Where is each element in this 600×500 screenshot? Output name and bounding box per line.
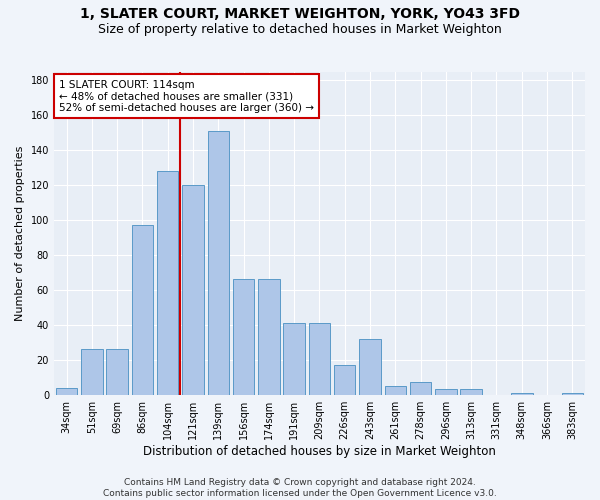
Bar (106, 350, 128, 395)
Bar (157, 171, 178, 394)
Bar (283, 323, 305, 394)
Bar (562, 393, 583, 394)
Bar (460, 390, 482, 394)
Y-axis label: Number of detached properties: Number of detached properties (15, 146, 25, 321)
Bar (258, 280, 280, 394)
Bar (435, 390, 457, 394)
Text: 1 SLATER COURT: 114sqm
← 48% of detached houses are smaller (331)
52% of semi-de: 1 SLATER COURT: 114sqm ← 48% of detached… (59, 80, 314, 113)
Bar (182, 185, 204, 394)
Text: 1, SLATER COURT, MARKET WEIGHTON, YORK, YO43 3FD: 1, SLATER COURT, MARKET WEIGHTON, YORK, … (80, 8, 520, 22)
Text: Contains HM Land Registry data © Crown copyright and database right 2024.
Contai: Contains HM Land Registry data © Crown c… (103, 478, 497, 498)
Bar (385, 386, 406, 394)
Bar (131, 225, 153, 394)
Bar (81, 350, 103, 395)
Bar (309, 323, 330, 394)
Bar (410, 382, 431, 394)
Bar (233, 280, 254, 394)
Bar (208, 131, 229, 394)
Bar (359, 339, 381, 394)
Bar (334, 365, 355, 394)
Text: Size of property relative to detached houses in Market Weighton: Size of property relative to detached ho… (98, 22, 502, 36)
Bar (56, 388, 77, 394)
Bar (511, 393, 533, 394)
X-axis label: Distribution of detached houses by size in Market Weighton: Distribution of detached houses by size … (143, 444, 496, 458)
